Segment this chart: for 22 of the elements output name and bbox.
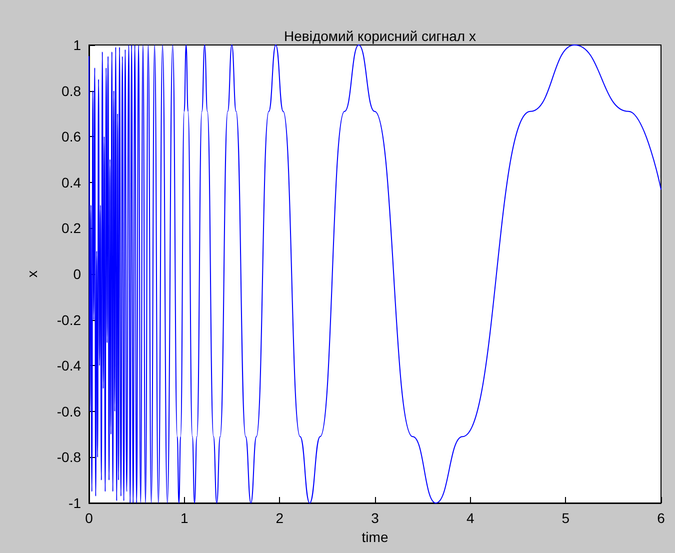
- x-tick-label: 2: [276, 510, 284, 526]
- x-tick-label: 0: [85, 510, 94, 526]
- x-tick-label: 4: [466, 510, 474, 526]
- y-tick-label: 1: [73, 37, 82, 53]
- y-tick-label: -0.4: [56, 358, 82, 374]
- y-tick-label: 0: [73, 266, 82, 282]
- y-axis-title: x: [24, 270, 40, 278]
- y-tick-label: -1: [68, 495, 82, 511]
- y-tick-label: -0.2: [56, 312, 82, 328]
- y-tick-label: -0.8: [56, 449, 82, 466]
- y-tick-label: 0.4: [62, 174, 82, 190]
- x-tick-label: 5: [562, 510, 570, 526]
- y-tick-label: 0.6: [62, 128, 82, 145]
- line-series: [88, 44, 662, 504]
- x-tick-label: 3: [371, 510, 380, 526]
- y-tick-label: -0.6: [56, 403, 82, 420]
- chart-title: Невідомий корисний сигнал x: [284, 28, 476, 44]
- y-tick-label: 0.2: [62, 220, 82, 236]
- x-tick-label: 1: [180, 510, 188, 526]
- x-tick-label: 6: [657, 510, 666, 526]
- x-axis-title: time: [362, 528, 388, 545]
- y-tick-label: 0.8: [62, 82, 82, 99]
